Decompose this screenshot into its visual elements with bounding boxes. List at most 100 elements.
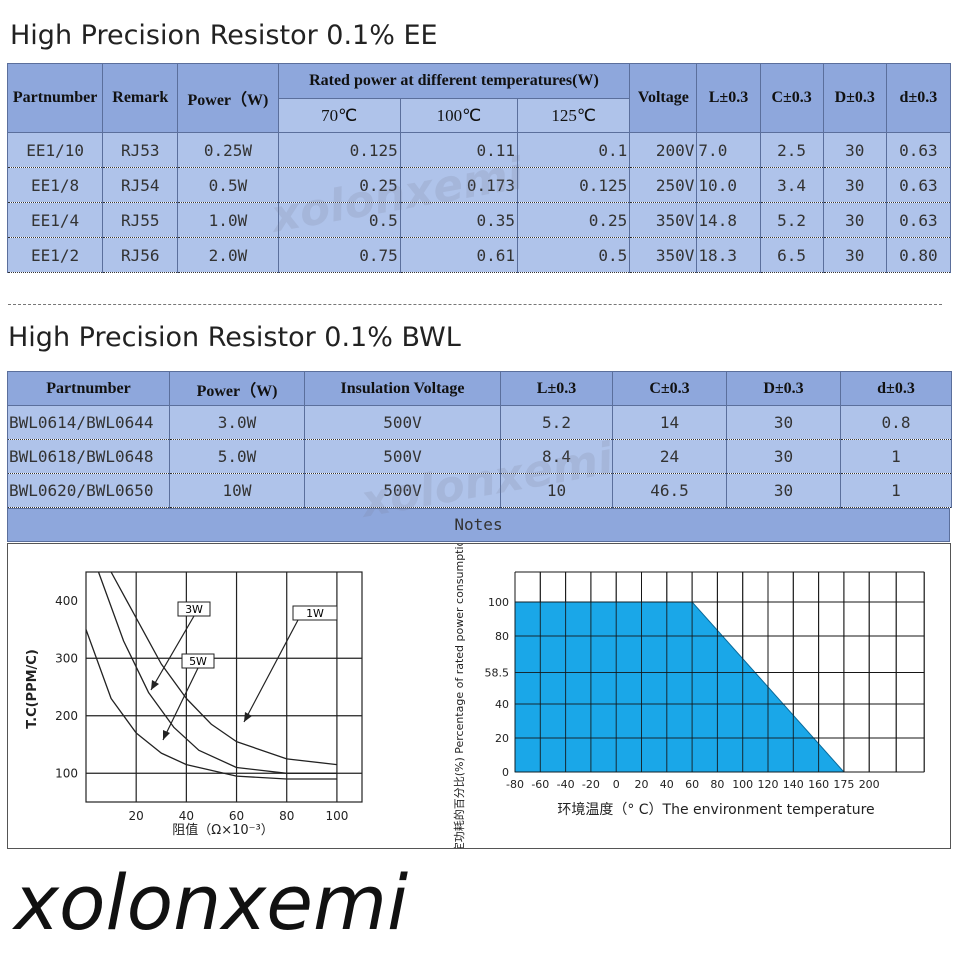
- tc-x-tick-label: 40: [179, 809, 194, 823]
- derating-y-tick-label: 0: [502, 766, 509, 779]
- tc-y-tick-label: 300: [55, 651, 78, 665]
- cell-d: 1: [840, 473, 952, 508]
- tc-y-ticks: 100 200 300 400: [55, 594, 78, 781]
- cell-d: 0.63: [885, 132, 952, 168]
- col-125c: 125℃: [517, 98, 631, 133]
- tc-chart: 100 200 300 400 20 40 60 80 100 T.C(PPM/C) 阻值（Ω…: [25, 571, 363, 838]
- cell-C: 3.4: [759, 167, 824, 203]
- table-row: BWL0620/BWL0650 10W 500V 10 46.5 30 1: [7, 473, 952, 508]
- table-row: EE1/8 RJ54 0.5W 0.25 0.173 0.125 250V 10…: [6, 167, 952, 203]
- tc-curve-1w: [110, 571, 337, 766]
- cell-part: EE1/8: [6, 167, 104, 203]
- cell-p70: 0.125: [277, 132, 401, 168]
- derating-x-tick-label: -60: [531, 778, 549, 791]
- col-100c: 100℃: [399, 98, 519, 133]
- derating-y-tick-label: 80: [495, 630, 509, 643]
- table-row: EE1/10 RJ53 0.25W 0.125 0.11 0.1 200V 7.…: [6, 132, 952, 168]
- cell-voltage: 200V: [629, 132, 698, 168]
- tc-x-tick-label: 100: [325, 809, 348, 823]
- col-partnumber: Partnumber: [6, 63, 104, 133]
- tc-y-tick-label: 100: [55, 766, 78, 780]
- col-C: C±0.3: [759, 63, 824, 133]
- cell-p125: 0.1: [517, 132, 631, 168]
- cell-insulation: 500V: [304, 439, 501, 474]
- col-partnumber: Partnumber: [7, 371, 170, 406]
- table-row: EE1/4 RJ55 1.0W 0.5 0.35 0.25 350V 14.8 …: [6, 202, 952, 238]
- derating-y-tick-label: 100: [488, 596, 509, 609]
- cell-insulation: 500V: [304, 473, 501, 508]
- cell-d: 0.80: [885, 237, 952, 273]
- derating-x-label: 环境温度（° C）The environment temperature: [557, 802, 874, 818]
- cell-C: 6.5: [759, 237, 824, 273]
- cell-p100: 0.11: [399, 132, 519, 168]
- legend-box-1w: [292, 605, 338, 621]
- col-L: L±0.3: [696, 63, 761, 133]
- derating-x-tick-label: 80: [710, 778, 724, 791]
- cell-D: 30: [726, 439, 841, 474]
- cell-L: 10: [500, 473, 613, 508]
- cell-power: 2.0W: [177, 237, 279, 273]
- cell-voltage: 250V: [629, 167, 698, 203]
- derating-x-ticks: -80 -60 -40 -20 0 20 40 60 80 100 120 140 160 175 200: [506, 778, 880, 791]
- bwl-section-title: High Precision Resistor 0.1% BWL: [8, 322, 461, 353]
- derating-x-tick-label: -20: [582, 778, 600, 791]
- tc-y-label: T.C(PPM/C): [25, 649, 40, 729]
- brand-logo: xolonxemi: [14, 858, 409, 947]
- derating-y-tick-label: 20: [495, 732, 509, 745]
- col-D: D±0.3: [726, 371, 841, 406]
- cell-voltage: 350V: [629, 202, 698, 238]
- tc-curve-3w: [97, 571, 337, 774]
- col-remark: Remark: [102, 63, 179, 133]
- arrow-1w: [243, 619, 299, 723]
- arrow-head-5w: [163, 730, 170, 740]
- col-power: Power（W): [177, 63, 279, 133]
- cell-p100: 0.173: [399, 167, 519, 203]
- cell-part: EE1/10: [6, 132, 104, 168]
- bwl-spec-table: Partnumber Power（W) Insulation Voltage L…: [7, 371, 952, 508]
- derating-y-ticks: 0 20 40 58.5 80 100: [485, 596, 510, 779]
- cell-part: BWL0614/BWL0644: [7, 405, 170, 440]
- cell-power: 3.0W: [169, 405, 305, 440]
- charts-panel: 100 200 300 400 20 40 60 80 100 T.C(PPM/C) 阻值（Ω…: [7, 514, 951, 864]
- cell-D: 30: [726, 405, 841, 440]
- cell-L: 7.0: [696, 132, 761, 168]
- derating-x-tick-label: 160: [808, 778, 829, 791]
- cell-remark: RJ55: [102, 202, 179, 238]
- notes-bar: Notes: [7, 508, 950, 542]
- table-row: BWL0618/BWL0648 5.0W 500V 8.4 24 30 1: [7, 439, 952, 474]
- derating-x-tick-label: 120: [758, 778, 779, 791]
- cell-power: 10W: [169, 473, 305, 508]
- cell-C: 5.2: [759, 202, 824, 238]
- cell-part: BWL0620/BWL0650: [7, 473, 170, 508]
- arrow-head-3w: [151, 680, 159, 690]
- cell-part: BWL0618/BWL0648: [7, 439, 170, 474]
- arrow-5w: [162, 667, 199, 741]
- cell-L: 10.0: [696, 167, 761, 203]
- derating-x-tick-label: 20: [635, 778, 649, 791]
- derating-x-tick-label: 60: [685, 778, 699, 791]
- table-row: BWL0614/BWL0644 3.0W 500V 5.2 14 30 0.8: [7, 405, 952, 440]
- col-insulation-voltage: Insulation Voltage: [304, 371, 501, 406]
- cell-part: EE1/2: [6, 237, 104, 273]
- ee-spec-table: Partnumber Remark Power（W) Rated power a…: [6, 63, 952, 273]
- cell-remark: RJ54: [102, 167, 179, 203]
- cell-power: 5.0W: [169, 439, 305, 474]
- cell-D: 30: [822, 202, 887, 238]
- cell-d: 1: [840, 439, 952, 474]
- cell-part: EE1/4: [6, 202, 104, 238]
- derating-grid-overlay: [514, 571, 925, 773]
- tc-curve-5w: [85, 629, 337, 780]
- cell-d: 0.63: [885, 167, 952, 203]
- cell-p70: 0.5: [277, 202, 401, 238]
- cell-L: 8.4: [500, 439, 613, 474]
- tc-x-tick-label: 80: [279, 809, 294, 823]
- derating-x-tick-label: 140: [783, 778, 804, 791]
- col-L: L±0.3: [500, 371, 613, 406]
- tc-y-tick-label: 200: [55, 709, 78, 723]
- cell-D: 30: [726, 473, 841, 508]
- cell-C: 14: [612, 405, 727, 440]
- col-power: Power（W): [169, 371, 305, 406]
- derating-x-tick-label: 175: [833, 778, 854, 791]
- tc-x-tick-label: 60: [229, 809, 244, 823]
